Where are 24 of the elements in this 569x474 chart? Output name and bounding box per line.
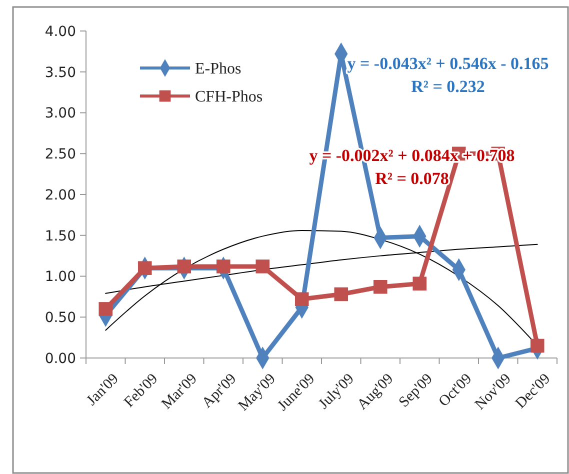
y-tick-label: 0.00 bbox=[44, 350, 76, 367]
point bbox=[98, 302, 113, 316]
y-tick-label: 1.00 bbox=[44, 269, 76, 286]
point bbox=[334, 287, 348, 302]
y-tick-label: 2.00 bbox=[44, 187, 76, 204]
y-tick-label: 3.00 bbox=[44, 106, 76, 122]
point bbox=[373, 280, 388, 294]
point bbox=[177, 260, 192, 274]
point bbox=[138, 261, 152, 275]
y-tick-label: 4.00 bbox=[44, 24, 76, 40]
y-tick-label: 3.50 bbox=[44, 64, 76, 81]
annotation: R² = 0.232 bbox=[411, 77, 485, 96]
point bbox=[530, 338, 544, 353]
annotation: y = -0.043x² + 0.546x - 0.165 bbox=[347, 54, 549, 73]
legend-label: E-Phos bbox=[195, 60, 242, 78]
point bbox=[256, 260, 270, 274]
legend-label: CFH-Phos bbox=[195, 88, 263, 106]
point bbox=[216, 260, 230, 274]
y-tick-label: 1.50 bbox=[44, 228, 76, 244]
annotation: R² = 0.078 bbox=[375, 169, 449, 188]
point bbox=[412, 276, 427, 290]
y-tick-label: 2.50 bbox=[44, 146, 76, 163]
y-tick-label: 0.50 bbox=[44, 310, 76, 326]
point bbox=[294, 292, 309, 306]
